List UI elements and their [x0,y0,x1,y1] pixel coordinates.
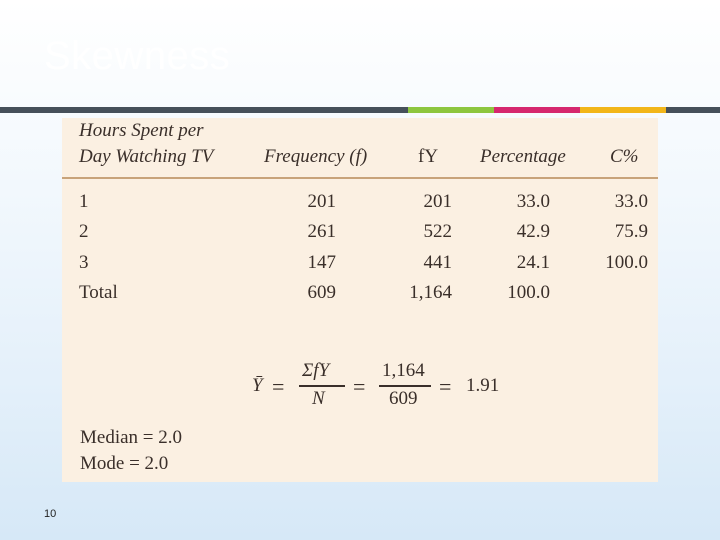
row2-cumulative: 75.9 [614,221,648,242]
accent-bar-green [408,107,494,113]
total-percentage: 100.0 [507,282,550,303]
row1-fy: 201 [423,191,453,212]
mean-formula: Ȳ = ΣfY N = 1,164 609 = 1.91 [252,360,499,420]
row1-percentage: 33.0 [516,191,550,212]
row2-frequency: 261 [307,221,337,242]
total-label: Total [79,282,118,303]
header-divider [62,177,658,179]
formula-denominator-n: N [312,388,325,409]
formula-numerator-sum: ΣfY [302,360,330,381]
total-frequency: 609 [307,282,337,303]
row1-hours: 1 [79,191,89,212]
frequency-table-panel: Hours Spent per Day Watching TV Frequenc… [62,118,658,482]
row3-frequency: 147 [307,252,337,273]
header-cumulative-percent: C% [610,146,639,167]
accent-bar-yellow [580,107,666,113]
formula-result: 1.91 [466,375,500,396]
formula-equals-2: = [353,374,366,399]
row1-cumulative: 33.0 [614,191,648,212]
formula-denominator-value: 609 [389,388,418,409]
formula-fraction-bar-1 [299,385,345,387]
median-label: Median = 2.0 [80,427,183,448]
header-fy: fY [418,146,439,167]
row3-hours: 3 [79,252,89,273]
row3-cumulative: 100.0 [605,252,648,273]
accent-bar-dark-end [666,107,720,113]
header-hours-line1: Hours Spent per [79,120,204,141]
row1-frequency: 201 [307,191,337,212]
row2-fy: 522 [423,221,453,242]
slide-title: Skewness [44,34,231,78]
accent-bar-dark [0,107,408,113]
formula-ybar: Ȳ [252,375,263,396]
page-number: 10 [44,508,57,520]
total-fy: 1,164 [409,282,452,303]
formula-equals-1: = [272,374,285,399]
mode-label: Mode = 2.0 [80,453,169,474]
row3-fy: 441 [423,252,453,273]
formula-fraction-bar-2 [379,385,431,387]
row2-hours: 2 [79,221,89,242]
header-hours-line2: Day Watching TV [79,146,214,167]
formula-equals-3: = [439,374,452,399]
header-frequency: Frequency (f) [264,146,368,167]
accent-bar-pink [494,107,580,113]
row2-percentage: 42.9 [516,221,550,242]
header-percentage: Percentage [480,146,566,167]
formula-numerator-value: 1,164 [382,360,425,381]
row3-percentage: 24.1 [516,252,550,273]
